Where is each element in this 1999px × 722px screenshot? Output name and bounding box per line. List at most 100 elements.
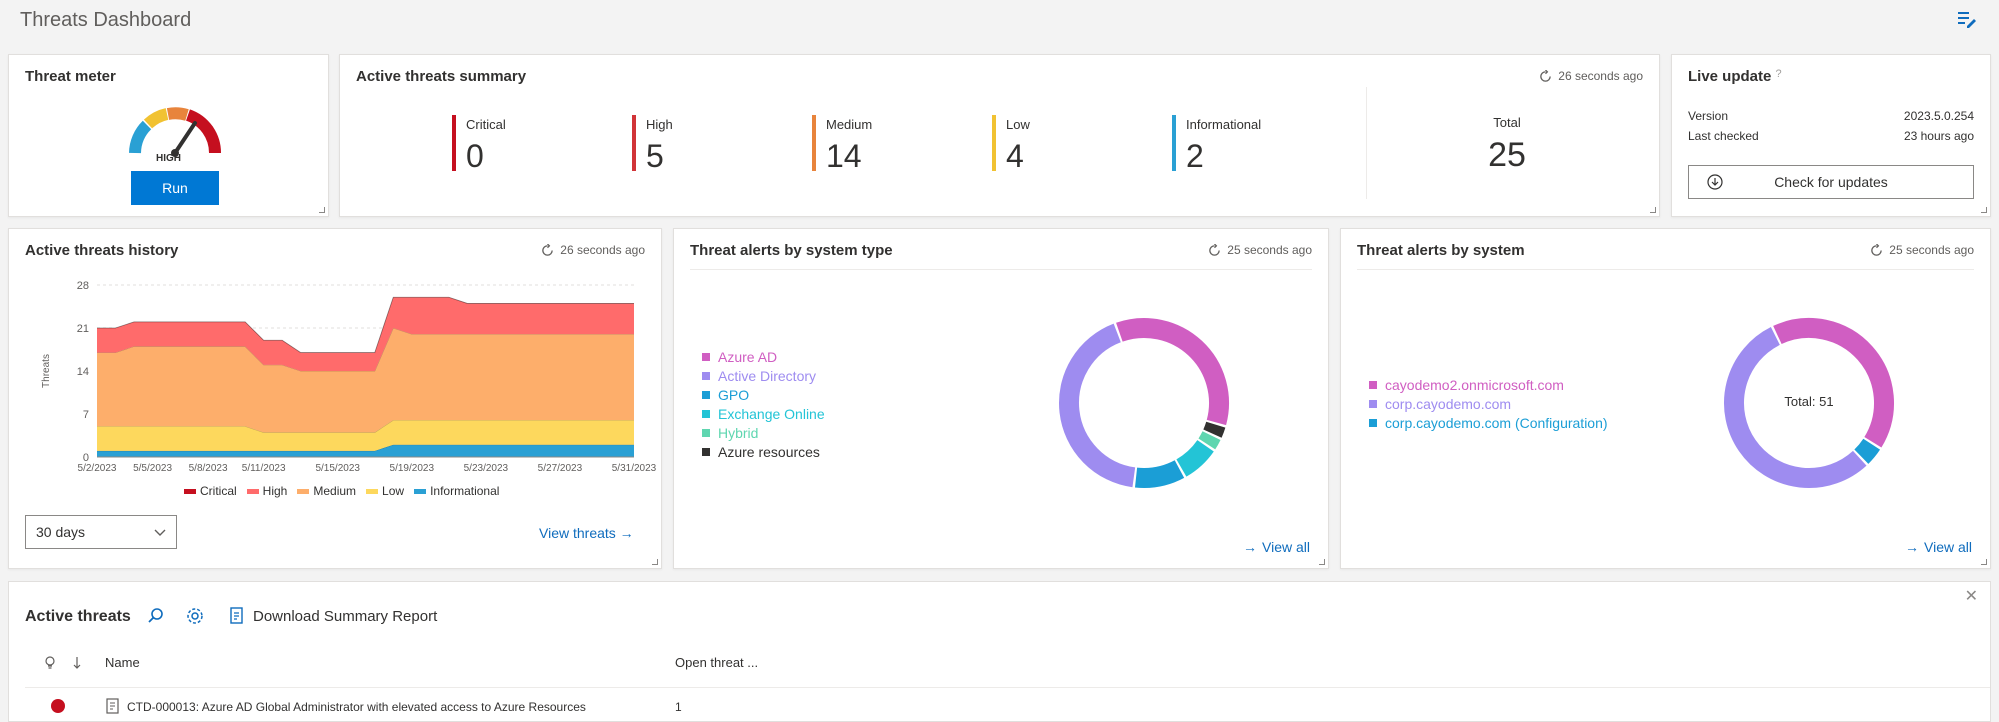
- download-report-button[interactable]: Download Summary Report: [253, 608, 438, 625]
- legend-label: Hybrid: [718, 424, 759, 441]
- resize-grip[interactable]: [1319, 559, 1325, 565]
- legend-label: corp.cayodemo.com (Configuration): [1385, 414, 1608, 431]
- threats-history-card: Active threats history 26 seconds ago 0 7…: [8, 228, 662, 569]
- line-low: [97, 419, 634, 433]
- by-type-title: Threat alerts by system type: [690, 242, 893, 259]
- resize-grip[interactable]: [1981, 207, 1987, 213]
- system-type-donut: [1059, 318, 1229, 488]
- legend-azure-ad[interactable]: Azure AD: [702, 347, 825, 366]
- severity-label: Medium: [826, 117, 873, 132]
- area-high: [97, 297, 634, 371]
- severity-informational[interactable]: Informational 2: [1172, 115, 1261, 174]
- donut-slice-azure-ad: [1116, 318, 1229, 426]
- card-divider: [1357, 269, 1974, 270]
- range-dropdown[interactable]: 30 days: [25, 515, 177, 549]
- gear-icon[interactable]: [185, 606, 205, 626]
- download-circle-icon: [1707, 174, 1723, 190]
- severity-value: 4: [1006, 138, 1024, 174]
- refresh-icon: [1871, 243, 1883, 256]
- total-value: 25: [1488, 136, 1526, 174]
- severity-value: 5: [646, 138, 664, 174]
- arrow-right-icon: →: [1243, 539, 1257, 555]
- legend-low[interactable]: Low: [366, 484, 404, 498]
- legend-label: High: [262, 484, 288, 498]
- legend-label: corp.cayodemo.com: [1385, 395, 1512, 412]
- version-row: Version 2023.5.0.254: [1688, 109, 1974, 123]
- view-threats-link[interactable]: View threats →: [539, 525, 634, 541]
- resize-grip[interactable]: [1981, 559, 1987, 565]
- search-icon[interactable]: [146, 606, 166, 626]
- legend-cayodemo2[interactable]: cayodemo2.onmicrosoft.com: [1369, 375, 1608, 394]
- view-all-type-link[interactable]: → View all: [1243, 539, 1310, 555]
- by-system-refresh[interactable]: 25 seconds ago: [1870, 243, 1974, 257]
- donut-slice-cayodemo2-onmicrosoft-com: [1773, 318, 1894, 448]
- resize-grip[interactable]: [652, 559, 658, 565]
- legend-azure-resources[interactable]: Azure resources: [702, 442, 825, 461]
- x-tick-label: 5/2/2023: [78, 463, 117, 474]
- close-icon[interactable]: ✕: [1964, 588, 1978, 605]
- threats-summary-card: Active threats summary 26 seconds ago Cr…: [339, 54, 1660, 217]
- legend-label: Azure resources: [718, 443, 820, 460]
- threat-gauge: [129, 107, 222, 157]
- resize-grip[interactable]: [319, 207, 325, 213]
- gauge-segment-low: [129, 120, 152, 154]
- critical-status-dot: [51, 699, 65, 713]
- legend-exchange-online[interactable]: Exchange Online: [702, 404, 825, 423]
- range-value: 30 days: [36, 524, 86, 540]
- y-tick-label: 14: [77, 366, 89, 378]
- x-tick-label: 5/31/2023: [612, 463, 657, 474]
- refresh-icon: [1540, 69, 1552, 82]
- legend-hybrid[interactable]: Hybrid: [702, 423, 825, 442]
- page-header: Threats Dashboard: [0, 0, 1999, 44]
- severity-high[interactable]: High 5: [632, 115, 673, 174]
- severity-critical[interactable]: Critical 0: [452, 115, 506, 174]
- legend-gpo[interactable]: GPO: [702, 385, 825, 404]
- history-refresh-text: 26 seconds ago: [560, 243, 645, 257]
- severity-low[interactable]: Low 4: [992, 115, 1030, 174]
- legend-informational[interactable]: Informational: [414, 484, 499, 498]
- version-value: 2023.5.0.254: [1903, 109, 1974, 123]
- column-header-open[interactable]: Open threat ...: [675, 655, 759, 670]
- donut-slice-exchange-online: [1176, 439, 1214, 477]
- refresh-icon: [1209, 243, 1221, 256]
- line-critical: [97, 296, 634, 353]
- version-label: Version: [1688, 109, 1729, 123]
- edit-list-icon[interactable]: [1955, 8, 1977, 30]
- legend-critical[interactable]: Critical: [184, 484, 237, 498]
- help-icon[interactable]: ?: [1775, 68, 1782, 80]
- legend-corp-cayodemo-config[interactable]: corp.cayodemo.com (Configuration): [1369, 413, 1608, 432]
- severity-label: Low: [1006, 117, 1030, 132]
- x-tick-label: 5/11/2023: [242, 463, 286, 474]
- by-system-type-card: Threat alerts by system type 25 seconds …: [673, 228, 1329, 569]
- severity-value: 0: [466, 138, 484, 174]
- column-header-name[interactable]: Name: [105, 655, 140, 670]
- chevron-down-icon: [154, 529, 166, 536]
- view-all-system-link[interactable]: → View all: [1905, 539, 1972, 555]
- last-checked-value: 23 hours ago: [1903, 129, 1974, 143]
- resize-grip[interactable]: [1650, 207, 1656, 213]
- severity-medium[interactable]: Medium 14: [812, 115, 873, 174]
- area-low: [97, 420, 634, 451]
- history-refresh[interactable]: 26 seconds ago: [541, 243, 645, 257]
- by-type-legend: Azure AD Active Directory GPO Exchange O…: [702, 347, 825, 461]
- legend-label: Critical: [200, 484, 237, 498]
- threat-meter-title: Threat meter: [25, 68, 116, 85]
- summary-refresh[interactable]: 26 seconds ago: [1539, 69, 1643, 83]
- lightbulb-icon[interactable]: [43, 655, 57, 671]
- last-checked-row: Last checked 23 hours ago: [1688, 129, 1974, 143]
- run-button[interactable]: Run: [131, 171, 219, 205]
- severity-value: 14: [826, 138, 862, 174]
- legend-high[interactable]: High: [246, 484, 288, 498]
- legend-active-directory[interactable]: Active Directory: [702, 366, 825, 385]
- gauge-segment-critical: [185, 109, 222, 154]
- report-icon[interactable]: [227, 606, 247, 626]
- sort-down-icon[interactable]: [71, 655, 83, 671]
- threat-name[interactable]: CTD-000013: Azure AD Global Administrato…: [127, 700, 586, 714]
- legend-medium[interactable]: Medium: [297, 484, 356, 498]
- donut-total-label: Total: 51: [1784, 394, 1834, 409]
- donut-slice-corp-cayodemo-com-configuration-: [1854, 438, 1881, 464]
- by-system-title: Threat alerts by system: [1357, 242, 1525, 259]
- check-for-updates-button[interactable]: Check for updates: [1688, 165, 1974, 199]
- by-type-refresh[interactable]: 25 seconds ago: [1208, 243, 1312, 257]
- legend-corp-cayodemo[interactable]: corp.cayodemo.com: [1369, 394, 1608, 413]
